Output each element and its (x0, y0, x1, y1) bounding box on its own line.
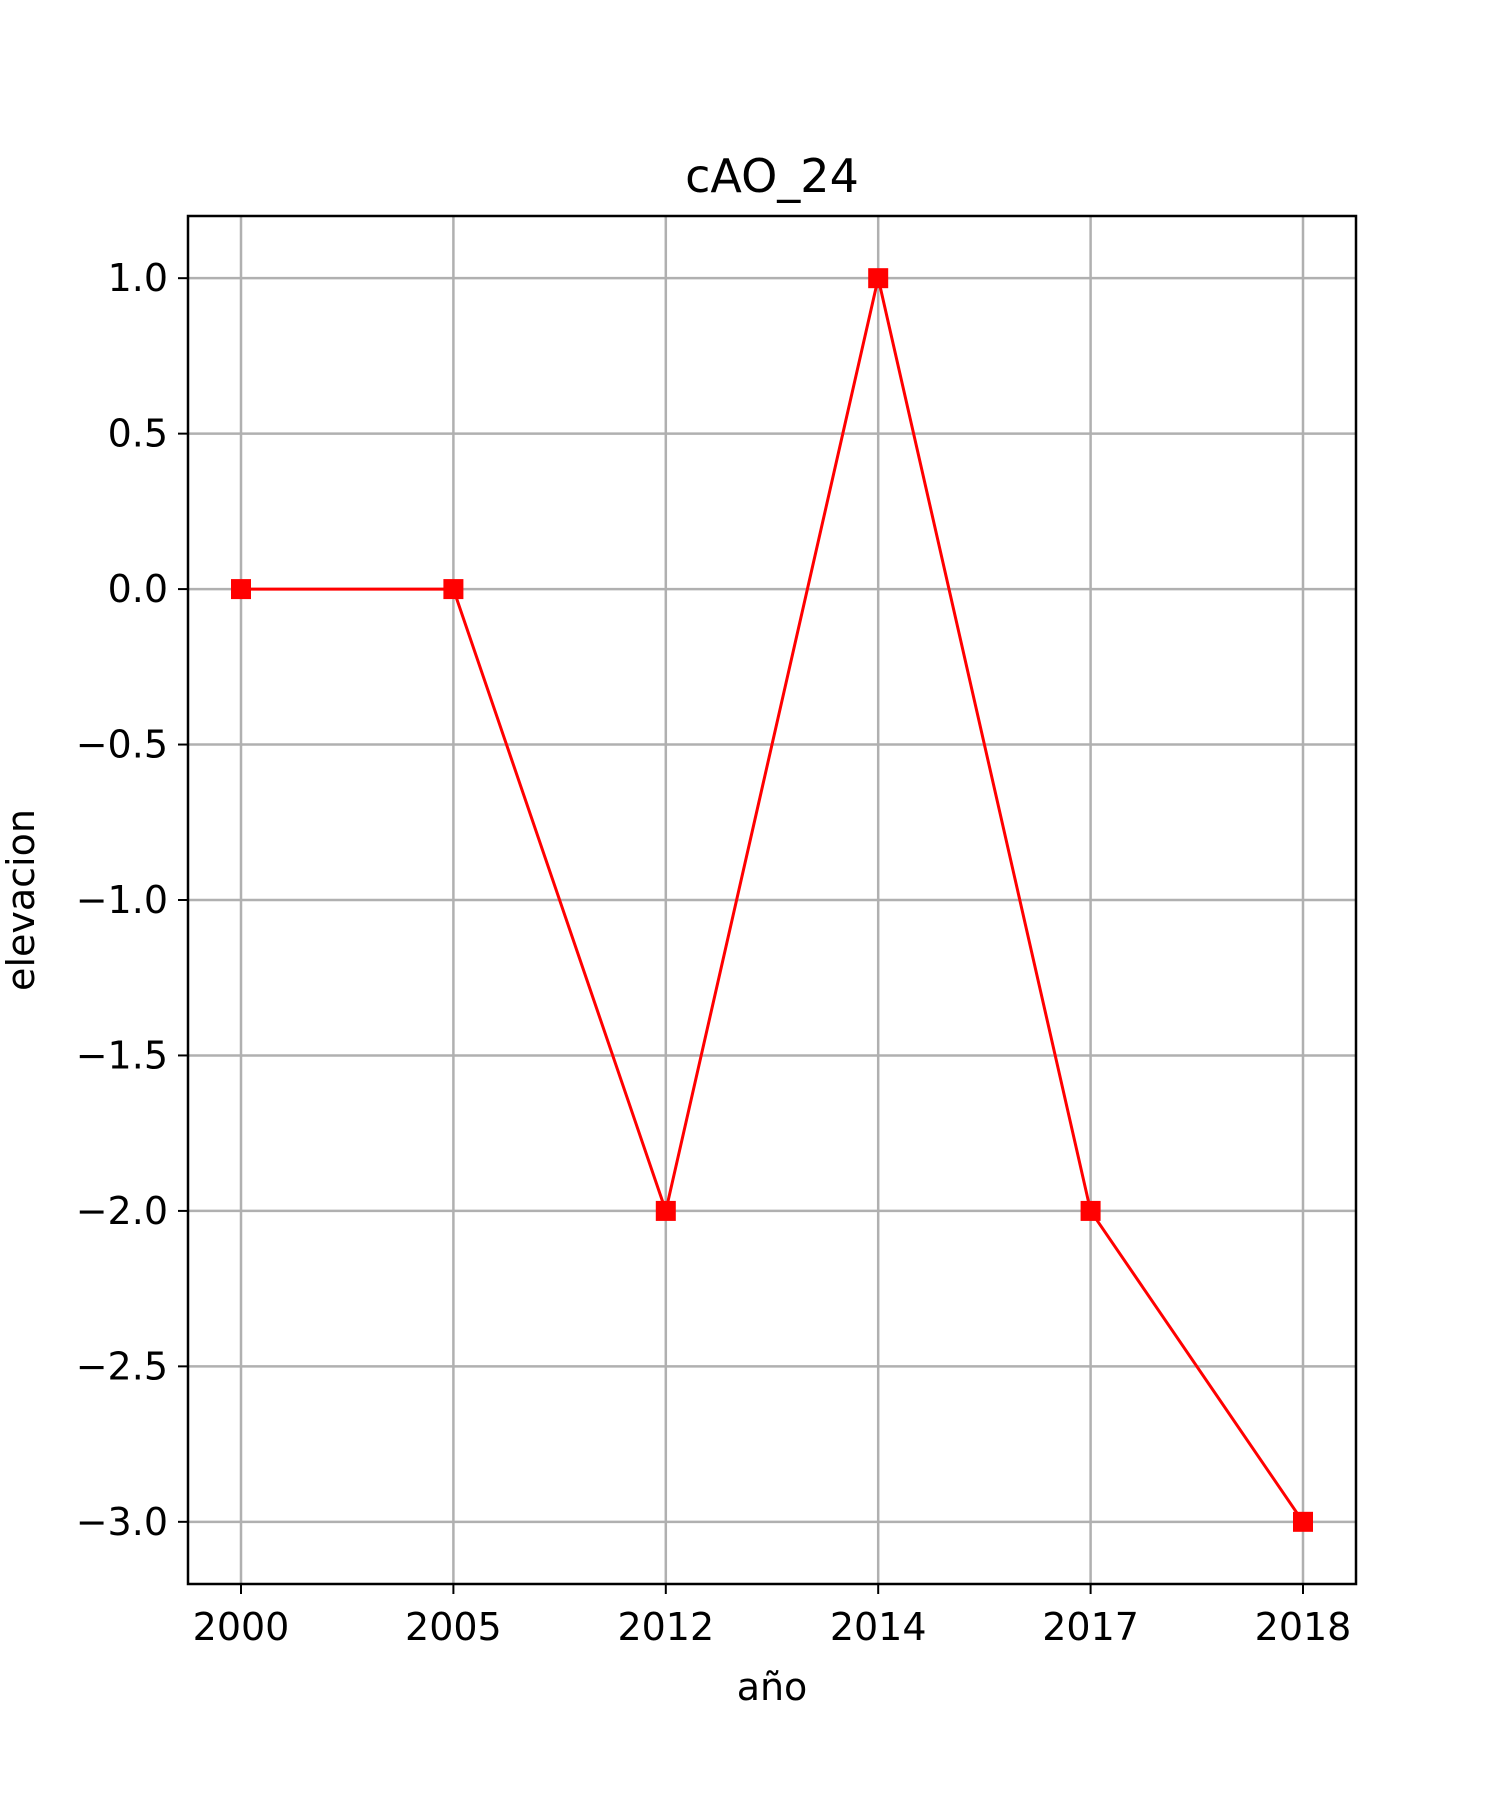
series-area (231, 268, 1313, 1532)
x-axis-title: año (737, 1665, 808, 1709)
data-point-2012 (655, 1200, 676, 1221)
x-tick-label: 2012 (617, 1605, 714, 1649)
x-tick-label: 2017 (1042, 1605, 1139, 1649)
y-tick-label: 0.0 (108, 567, 168, 611)
x-tick-label: 2014 (830, 1605, 927, 1649)
chart-title: cAO_24 (685, 149, 859, 203)
y-tick-label: −1.0 (76, 878, 168, 922)
x-tick-label: 2005 (405, 1605, 502, 1649)
data-point-2017 (1080, 1200, 1101, 1221)
y-axis-title: elevacion (0, 809, 43, 991)
data-point-2018 (1293, 1511, 1313, 1532)
y-tick-label: −2.0 (76, 1189, 168, 1233)
data-point-2014 (868, 268, 889, 289)
y-tick-label: −2.5 (76, 1344, 168, 1388)
series-line (241, 277, 1305, 1523)
data-point-2005 (443, 579, 464, 600)
y-tick-label: 1.0 (108, 256, 168, 300)
y-tick-label: −1.5 (76, 1033, 168, 1077)
x-tick-label: 2018 (1255, 1605, 1352, 1649)
y-tick-label: 0.5 (108, 412, 168, 456)
data-point-2000 (231, 579, 251, 600)
ticks: 2000 2005 2012 2014 2017 2018 1.0 0.5 0.0 −0.5 −1.… (76, 256, 1352, 1649)
x-tick-label: 2000 (193, 1605, 290, 1649)
y-tick-label: −3.0 (76, 1500, 168, 1544)
y-tick-label: −0.5 (76, 723, 168, 767)
